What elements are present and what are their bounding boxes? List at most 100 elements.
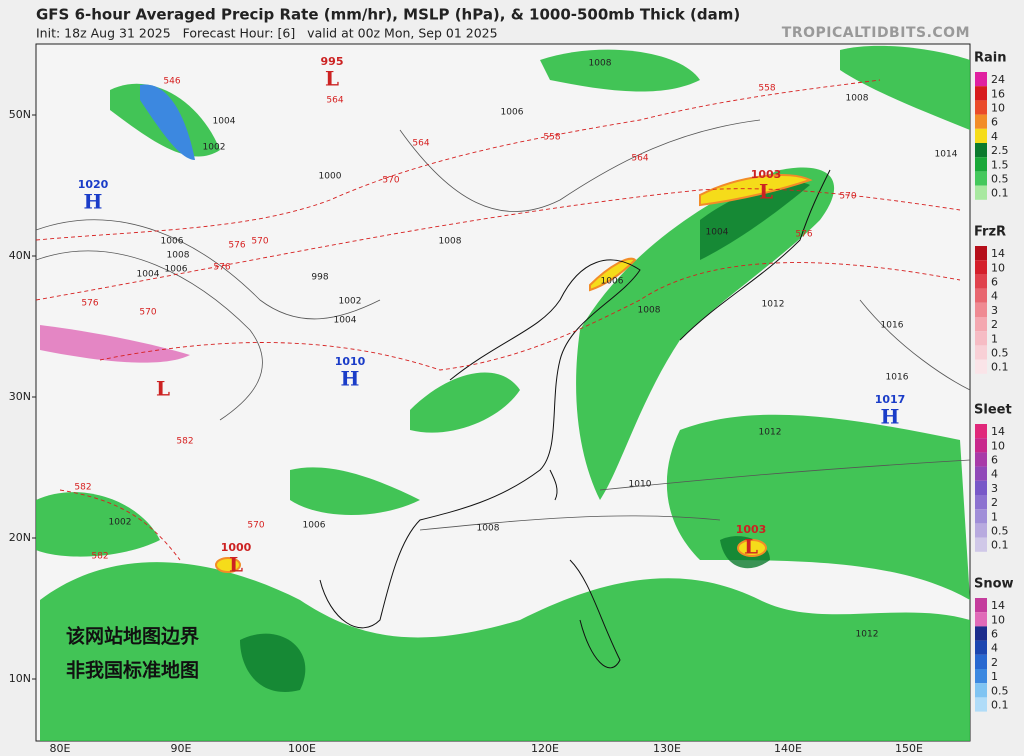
legend-title: Sleet [974,403,1012,418]
thickness-label: 546 [163,77,180,87]
thickness-label: 570 [247,521,264,531]
legend-swatch [975,128,987,143]
legend-level: 0.1 [991,699,1009,712]
center-symbol: L [744,535,758,559]
center-symbol: L [156,377,170,401]
map-notice: 非我国标准地图 [66,659,199,682]
legend-swatch [975,288,987,303]
isobar-label: 1012 [759,428,782,438]
isobar-label: 1002 [109,518,132,528]
center-pressure: 995 [321,55,344,68]
thickness-label: 564 [326,96,343,106]
map-area: 995L1020HL1010H1003L1017H1003L1000L10041… [35,43,971,742]
isobar-label: 1016 [881,321,904,331]
legend-swatch [975,100,987,115]
legend-title: Rain [974,51,1007,66]
lon-label: 80E [50,742,71,755]
legend-level: 0.1 [991,187,1009,200]
legend-level: 24 [991,73,1005,86]
legend-swatch [975,438,987,453]
legend-level: 2.5 [991,144,1009,157]
isobar-label: 1012 [762,300,785,310]
legend-swatch [975,302,987,317]
center-pressure: 1020 [78,178,109,191]
legend-level: 10 [991,102,1005,115]
legend-swatch [975,697,987,712]
center-symbol: H [881,405,900,429]
title: GFS 6-hour Averaged Precip Rate (mm/hr),… [36,6,740,24]
legend-swatch [975,598,987,613]
isobar-label: 1000 [319,172,342,182]
isobar-label: 1008 [439,237,462,247]
isobar-label: 1008 [589,59,612,69]
legend-level: 2 [991,496,998,509]
legend-level: 6 [991,276,998,289]
legend-swatch [975,114,987,129]
isobar-label: 1010 [629,480,652,490]
legend-swatch [975,654,987,669]
subtitle: Init: 18z Aug 31 2025 Forecast Hour: [6]… [36,26,498,41]
lon-label: 130E [653,742,681,755]
lat-label: 20N [9,531,31,544]
isobar-label: 1006 [165,265,188,275]
isobar-label: 1008 [846,94,869,104]
legend-level: 10 [991,613,1005,626]
center-symbol: H [341,367,360,391]
center-pressure: 1010 [335,355,366,368]
legend-level: 10 [991,261,1005,274]
center-pressure: 1003 [751,168,782,181]
isobar-label: 1002 [203,143,226,153]
legend-swatch [975,509,987,524]
center-pressure: 1003 [736,523,767,536]
legend-level: 0.5 [991,525,1009,538]
legend-level: 0.5 [991,347,1009,360]
legend-swatch [975,274,987,289]
isobar-label: 1004 [137,270,160,280]
lon-label: 120E [531,742,559,755]
legend-level: 6 [991,628,998,641]
isobar-label: 1008 [477,524,500,534]
coastlines [319,169,831,669]
center-symbol: L [759,180,773,204]
legend-swatch [975,359,987,374]
thickness-label: 582 [74,483,91,493]
legend-swatch [975,260,987,275]
thickness-label: 558 [758,84,775,94]
legend: Rain241610642.51.50.50.1FrzR1410643210.5… [974,51,1014,712]
legend-level: 0.5 [991,684,1009,697]
isobar-label: 1006 [161,237,184,247]
isobar-label: 1006 [303,521,326,531]
legend-level: 4 [991,468,998,481]
legend-level: 0.1 [991,361,1009,374]
legend-swatch [975,331,987,346]
lat-label: 30N [9,390,31,403]
legend-level: 6 [991,116,998,129]
isobar-label: 1016 [886,373,909,383]
legend-swatch [975,185,987,200]
lon-label: 90E [171,742,192,755]
legend-level: 1 [991,510,998,523]
thickness-label: 576 [213,263,230,273]
thickness-label: 582 [91,552,108,562]
center-pressure: 1017 [875,393,906,406]
legend-level: 14 [991,247,1005,260]
center-symbol: L [229,553,243,577]
legend-swatch [975,480,987,495]
legend-swatch [975,612,987,627]
legend-swatch [975,317,987,332]
legend-level: 4 [991,290,998,303]
thickness-label: 564 [631,154,648,164]
thickness-label: 558 [543,133,560,143]
map-labels: 995L1020HL1010H1003L1017H1003L1000L10041… [66,55,958,682]
legend-swatch [975,157,987,172]
isobar-label: 1014 [935,150,958,160]
thickness-label: 576 [228,241,245,251]
legend-swatch [975,683,987,698]
legend-level: 4 [991,130,998,143]
thickness-label: 564 [412,139,429,149]
legend-swatch [975,171,987,186]
legend-level: 1 [991,332,998,345]
legend-swatch [975,669,987,684]
isobar-label: 1006 [501,108,524,118]
